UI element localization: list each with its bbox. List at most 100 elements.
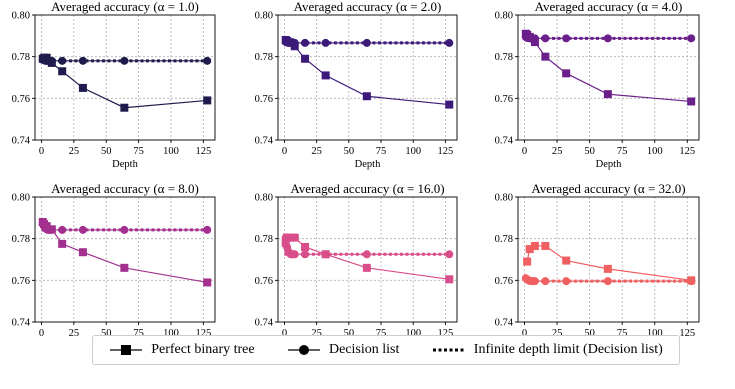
perfect-binary-tree-point <box>541 52 550 61</box>
circle-marker-line-icon <box>288 345 320 355</box>
x-tick-label: 50 <box>344 146 355 157</box>
plot-frame <box>34 196 216 323</box>
y-tick-label: 0.80 <box>495 193 513 204</box>
perfect-binary-tree-point <box>362 92 371 101</box>
decision-list-point <box>603 277 612 286</box>
y-tick-label: 0.74 <box>255 136 274 147</box>
perfect-binary-tree-point <box>603 90 612 99</box>
x-axis-label: Depth <box>596 159 622 170</box>
decision-list-point <box>362 250 371 259</box>
x-tick-label: 50 <box>344 328 355 339</box>
x-tick-label: 125 <box>679 328 695 339</box>
y-tick-label: 0.80 <box>495 11 513 22</box>
x-tick-label: 75 <box>133 146 144 157</box>
perfect-binary-tree-point <box>203 96 212 105</box>
perfect-binary-tree-point <box>42 53 51 62</box>
x-tick-label: 50 <box>584 328 595 339</box>
x-tick-label: 100 <box>163 328 179 339</box>
x-tick-label: 125 <box>438 146 454 157</box>
decision-list-point <box>120 225 129 234</box>
subplot-6: 0 25 50 75 100 125 0.74 0.76 0.78 0.80 Averaged ac… <box>495 181 700 352</box>
decision-list-point <box>78 56 87 65</box>
y-tick-label: 0.76 <box>495 94 513 105</box>
subplot-title: Averaged accuracy (α = 16.0) <box>290 181 444 196</box>
decision-list-point <box>120 56 129 65</box>
decision-list-point <box>562 277 571 286</box>
x-tick-label: 25 <box>311 328 322 339</box>
x-tick-label: 50 <box>101 328 112 339</box>
x-tick-label: 100 <box>647 328 663 339</box>
decision-list-point <box>562 34 571 43</box>
dotted-line-icon <box>432 348 465 352</box>
decision-list-point <box>603 34 612 43</box>
y-tick-label: 0.74 <box>495 136 514 147</box>
perfect-binary-tree-point <box>290 42 299 51</box>
decision-list-point <box>445 38 454 47</box>
perfect-binary-tree-point <box>281 238 290 247</box>
series-perfect-binary-tree-line <box>285 237 450 280</box>
y-tick-label: 0.74 <box>12 318 31 329</box>
x-tick-label: 0 <box>282 146 287 157</box>
decision-list-point <box>203 225 212 234</box>
perfect-binary-tree-point <box>285 38 294 47</box>
y-tick-label: 0.76 <box>12 276 30 287</box>
x-tick-label: 100 <box>405 328 421 339</box>
subplot-4: 0 25 50 75 100 125 0.74 0.76 0.78 0.80 Averaged ac… <box>12 181 216 352</box>
perfect-binary-tree-point <box>58 67 67 76</box>
y-tick-label: 0.76 <box>255 94 273 105</box>
perfect-binary-tree-point <box>530 38 539 47</box>
perfect-binary-tree-point <box>290 233 299 242</box>
subplot-title: Averaged accuracy (α = 1.0) <box>51 0 199 14</box>
x-tick-label: 75 <box>133 328 144 339</box>
y-tick-label: 0.76 <box>12 94 30 105</box>
perfect-binary-tree-point <box>445 275 454 284</box>
perfect-binary-tree-point <box>58 239 67 248</box>
x-tick-label: 0 <box>522 146 527 157</box>
x-tick-label: 125 <box>195 328 211 339</box>
perfect-binary-tree-point <box>78 83 87 92</box>
perfect-binary-tree-point <box>321 250 330 259</box>
y-tick-label: 0.78 <box>495 52 513 63</box>
perfect-binary-tree-point <box>525 32 534 41</box>
x-axis-label: Depth <box>355 159 381 170</box>
subplot-title: Averaged accuracy (α = 2.0) <box>294 0 442 14</box>
subplot-2: 0 25 50 75 100 125 0.74 0.76 0.78 0.80 Averaged ac… <box>255 0 458 170</box>
y-tick-label: 0.80 <box>255 193 273 204</box>
x-tick-label: 125 <box>679 146 695 157</box>
decision-list-point <box>290 250 299 259</box>
series-perfect-binary-tree-line <box>42 57 208 109</box>
perfect-binary-tree-point <box>120 103 129 112</box>
x-tick-label: 25 <box>552 328 563 339</box>
perfect-binary-tree-point <box>47 225 56 234</box>
x-tick-label: 25 <box>311 146 322 157</box>
decision-list-point <box>445 250 454 259</box>
perfect-binary-tree-point <box>603 264 612 273</box>
y-tick-label: 0.76 <box>255 276 273 287</box>
x-tick-label: 100 <box>163 146 179 157</box>
x-tick-label: 100 <box>647 146 663 157</box>
x-tick-label: 0 <box>522 328 527 339</box>
y-tick-label: 0.78 <box>12 234 30 245</box>
perfect-binary-tree-point <box>530 241 539 250</box>
subplot-title: Averaged accuracy (α = 8.0) <box>51 181 199 196</box>
x-tick-label: 75 <box>617 146 628 157</box>
legend: Perfect binary tree Decision list Infini… <box>92 335 680 365</box>
decision-list-point <box>541 34 550 43</box>
y-tick-label: 0.78 <box>255 234 273 245</box>
y-tick-label: 0.74 <box>255 318 274 329</box>
decision-list-point <box>301 250 310 259</box>
legend-item-decision-list: Decision list <box>287 342 399 358</box>
y-tick-label: 0.80 <box>12 193 30 204</box>
subplot-5: 0 25 50 75 100 125 0.74 0.76 0.78 0.80 Averaged ac… <box>255 181 458 352</box>
x-tick-label: 25 <box>552 146 563 157</box>
perfect-binary-tree-point <box>445 100 454 109</box>
y-tick-label: 0.78 <box>495 234 513 245</box>
x-axis-label: Depth <box>112 159 138 170</box>
x-tick-label: 125 <box>438 328 454 339</box>
perfect-binary-tree-point <box>525 245 534 254</box>
decision-list-point <box>530 277 539 286</box>
perfect-binary-tree-point <box>562 256 571 265</box>
x-tick-label: 0 <box>282 328 287 339</box>
x-tick-label: 50 <box>101 146 112 157</box>
